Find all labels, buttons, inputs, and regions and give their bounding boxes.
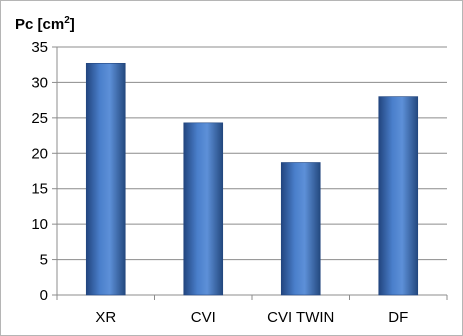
y-tick-label: 25 bbox=[31, 110, 48, 127]
bar-df bbox=[378, 96, 419, 296]
axis-labels: 0 5 10 15 20 25 30 35 XR CVI CVI TWIN DF bbox=[31, 39, 408, 326]
y-tick-label: 30 bbox=[31, 74, 48, 91]
y-axis-title: Pc [cm2] bbox=[15, 15, 75, 33]
x-tick-label: CVI bbox=[191, 309, 216, 326]
y-tick-label: 0 bbox=[40, 287, 48, 304]
bars bbox=[85, 62, 419, 296]
bar-cvi-twin bbox=[280, 162, 321, 296]
y-tick-label: 15 bbox=[31, 181, 48, 198]
bar-xr bbox=[85, 62, 126, 296]
bar-cvi bbox=[183, 122, 224, 296]
y-tick-label: 5 bbox=[40, 252, 48, 269]
x-tick-label: DF bbox=[388, 309, 408, 326]
y-tick-label: 10 bbox=[31, 216, 48, 233]
y-tick-label: 20 bbox=[31, 145, 48, 162]
x-tick-label: CVI TWIN bbox=[267, 309, 334, 326]
x-tick-label: XR bbox=[95, 309, 116, 326]
y-tick-label: 35 bbox=[31, 39, 48, 56]
axes bbox=[52, 46, 448, 300]
